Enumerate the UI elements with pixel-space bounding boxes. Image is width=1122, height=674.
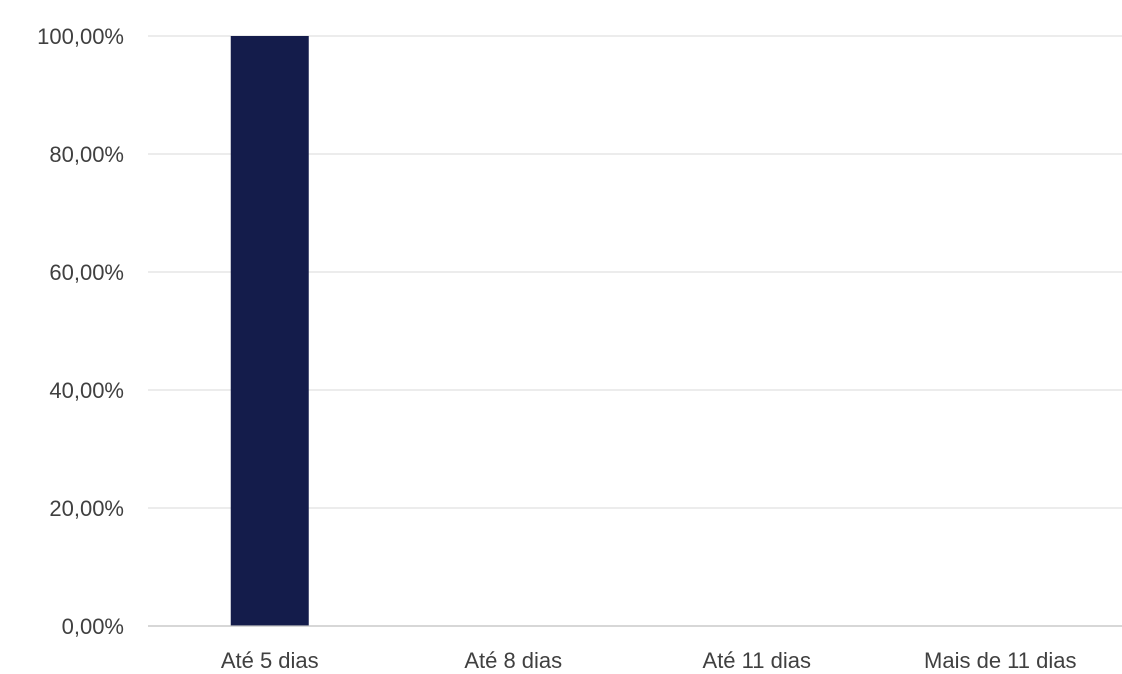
y-tick-label: 60,00% <box>49 260 124 285</box>
x-tick-label: Até 11 dias <box>703 648 811 673</box>
x-axis-tick-labels: Até 5 dias Até 8 dias Até 11 dias Mais de 1… <box>221 648 1077 673</box>
x-tick-label: Até 5 dias <box>221 648 319 673</box>
y-tick-label: 40,00% <box>49 378 124 403</box>
x-tick-label: Até 8 dias <box>464 648 562 673</box>
y-tick-label: 100,00% <box>37 24 124 49</box>
bar <box>230 36 309 626</box>
y-axis-tick-labels: 0,00% 20,00% 40,00% 60,00% 80,00% 100,00% <box>37 24 124 639</box>
y-tick-label: 0,00% <box>62 614 124 639</box>
x-tick-label: Mais de 11 dias <box>924 648 1076 673</box>
gridlines <box>148 35 1122 509</box>
bars <box>230 36 309 626</box>
y-tick-label: 80,00% <box>49 142 124 167</box>
y-tick-label: 20,00% <box>49 496 124 521</box>
